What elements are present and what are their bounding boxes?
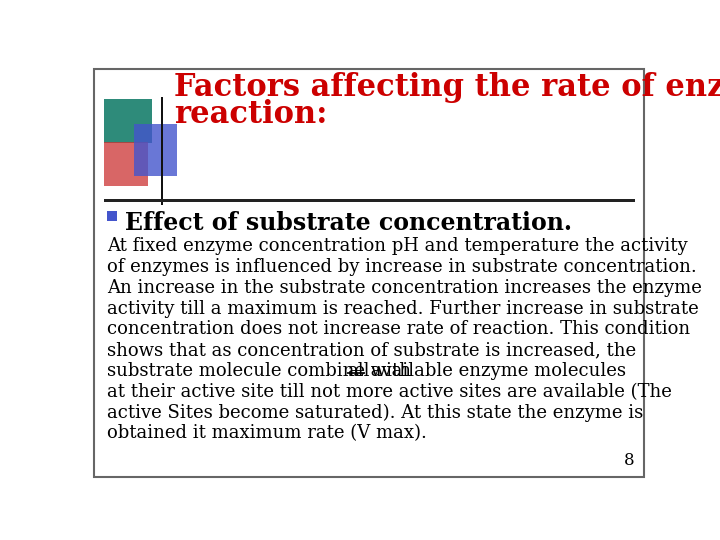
Text: shows that as concentration of substrate is increased, the: shows that as concentration of substrate…	[107, 341, 636, 359]
Text: Effect of substrate concentration.: Effect of substrate concentration.	[125, 211, 572, 235]
Bar	[161, 97, 163, 205]
Text: all: all	[347, 362, 369, 380]
Text: At fixed enzyme concentration pH and temperature the activity: At fixed enzyme concentration pH and tem…	[107, 237, 688, 255]
Text: 8: 8	[624, 452, 635, 469]
Text: of enzymes is influenced by increase in substrate concentration.: of enzymes is influenced by increase in …	[107, 258, 697, 276]
Text: at their active site till not more active sites are available (The: at their active site till not more activ…	[107, 383, 672, 401]
Bar	[104, 199, 635, 202]
Text: obtained it maximum rate (V max).: obtained it maximum rate (V max).	[107, 424, 427, 442]
Text: An increase in the substrate concentration increases the enzyme: An increase in the substrate concentrati…	[107, 279, 702, 297]
Text: active Sites become saturated). At this state the enzyme is: active Sites become saturated). At this …	[107, 403, 643, 422]
Text: available enzyme molecules: available enzyme molecules	[364, 362, 626, 380]
Bar	[104, 99, 152, 143]
Bar	[134, 124, 177, 177]
Text: activity till a maximum is reached. Further increase in substrate: activity till a maximum is reached. Furt…	[107, 300, 699, 318]
Text: concentration does not increase rate of reaction. This condition: concentration does not increase rate of …	[107, 320, 690, 339]
Bar	[104, 142, 148, 186]
Text: substrate molecule combine with: substrate molecule combine with	[107, 362, 417, 380]
Text: reaction:: reaction:	[174, 99, 327, 130]
Bar	[107, 211, 117, 221]
Text: Factors affecting the rate of enzymatic: Factors affecting the rate of enzymatic	[174, 72, 720, 103]
